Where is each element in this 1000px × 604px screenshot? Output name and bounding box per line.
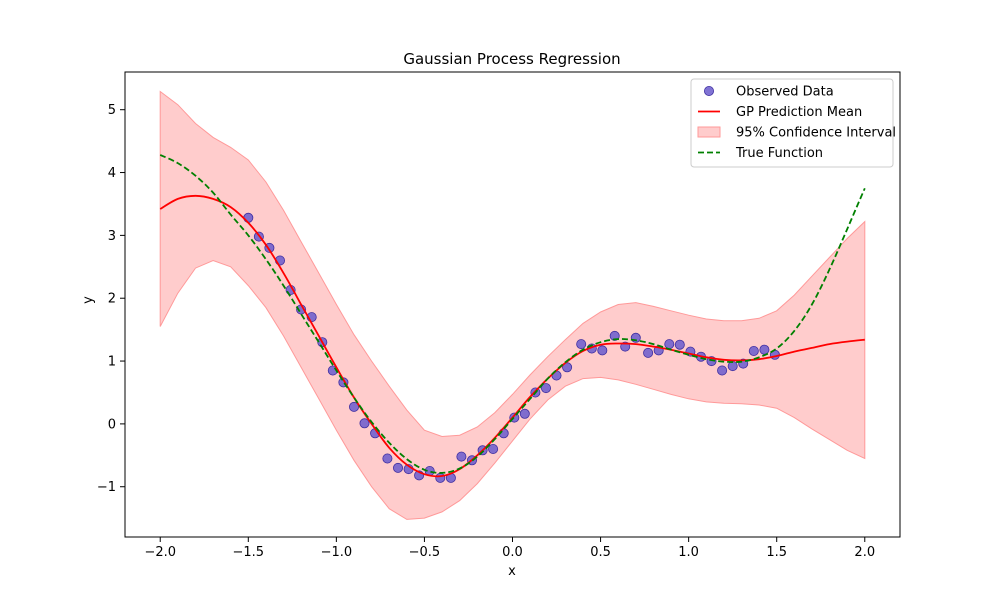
observed-data-point bbox=[359, 418, 370, 429]
observed-data-point bbox=[488, 443, 499, 454]
plot-content bbox=[159, 90, 866, 520]
observed-data-point bbox=[519, 408, 530, 419]
x-tick-label: 1.5 bbox=[766, 545, 787, 560]
observed-data-point bbox=[759, 344, 770, 355]
x-tick-label: 2.0 bbox=[854, 545, 875, 560]
y-tick-label: 0 bbox=[108, 417, 116, 432]
observed-data-point bbox=[456, 451, 467, 462]
observed-data-point bbox=[348, 401, 359, 412]
x-axis-label: x bbox=[508, 564, 516, 579]
legend-label: GP Prediction Mean bbox=[736, 105, 862, 120]
x-tick-label: −2.0 bbox=[144, 545, 176, 560]
legend-label: 95% Confidence Interval bbox=[736, 126, 896, 141]
legend: Observed Data GP Prediction Mean 95% Confi… bbox=[690, 78, 896, 168]
x-tick-label: 1.0 bbox=[678, 545, 699, 560]
observed-data-point bbox=[643, 347, 654, 358]
x-tick-label: 0.0 bbox=[502, 545, 523, 560]
legend-box bbox=[690, 78, 894, 168]
y-tick-label: −1 bbox=[97, 480, 116, 495]
y-tick-label: 4 bbox=[108, 166, 116, 181]
x-tick-label: −1.0 bbox=[321, 545, 353, 560]
legend-label: Observed Data bbox=[736, 85, 834, 100]
observed-data-point bbox=[748, 345, 759, 356]
y-tick-label: 5 bbox=[108, 103, 116, 118]
observed-data-point bbox=[562, 362, 573, 373]
observed-data-point bbox=[717, 365, 728, 376]
plot-area bbox=[159, 90, 866, 520]
observed-data-point bbox=[382, 453, 393, 464]
observed-data-point bbox=[392, 462, 403, 473]
y-axis-label: y bbox=[81, 296, 96, 304]
y-tick-label: 2 bbox=[108, 292, 116, 307]
y-tick-label: 3 bbox=[108, 229, 116, 244]
observed-data-point bbox=[664, 339, 675, 350]
observed-data-point bbox=[576, 339, 587, 350]
true-function-line bbox=[159, 154, 866, 474]
observed-data-point bbox=[597, 345, 608, 356]
observed-data-point bbox=[541, 383, 552, 394]
observed-data-point bbox=[243, 212, 254, 223]
legend-marker-observed-data bbox=[704, 86, 715, 97]
axes: −2.0 −1.5 −1.0 −0.5 0.0 0.5 1.0 1.5 2.0 −1 0 1 2 3 4 5 bbox=[97, 71, 901, 560]
legend-swatch-confidence-interval bbox=[697, 126, 721, 138]
x-tick-label: −0.5 bbox=[409, 545, 441, 560]
observed-data-point bbox=[435, 472, 446, 483]
chart-title: Gaussian Process Regression bbox=[403, 50, 620, 68]
x-tick-label: 0.5 bbox=[590, 545, 611, 560]
observed-data-point bbox=[609, 330, 620, 341]
legend-label: True Function bbox=[735, 146, 823, 161]
x-tick-label: −1.5 bbox=[233, 545, 265, 560]
confidence-interval-band bbox=[159, 90, 866, 520]
y-tick-label: 1 bbox=[108, 355, 116, 370]
observed-data-point bbox=[674, 339, 685, 350]
